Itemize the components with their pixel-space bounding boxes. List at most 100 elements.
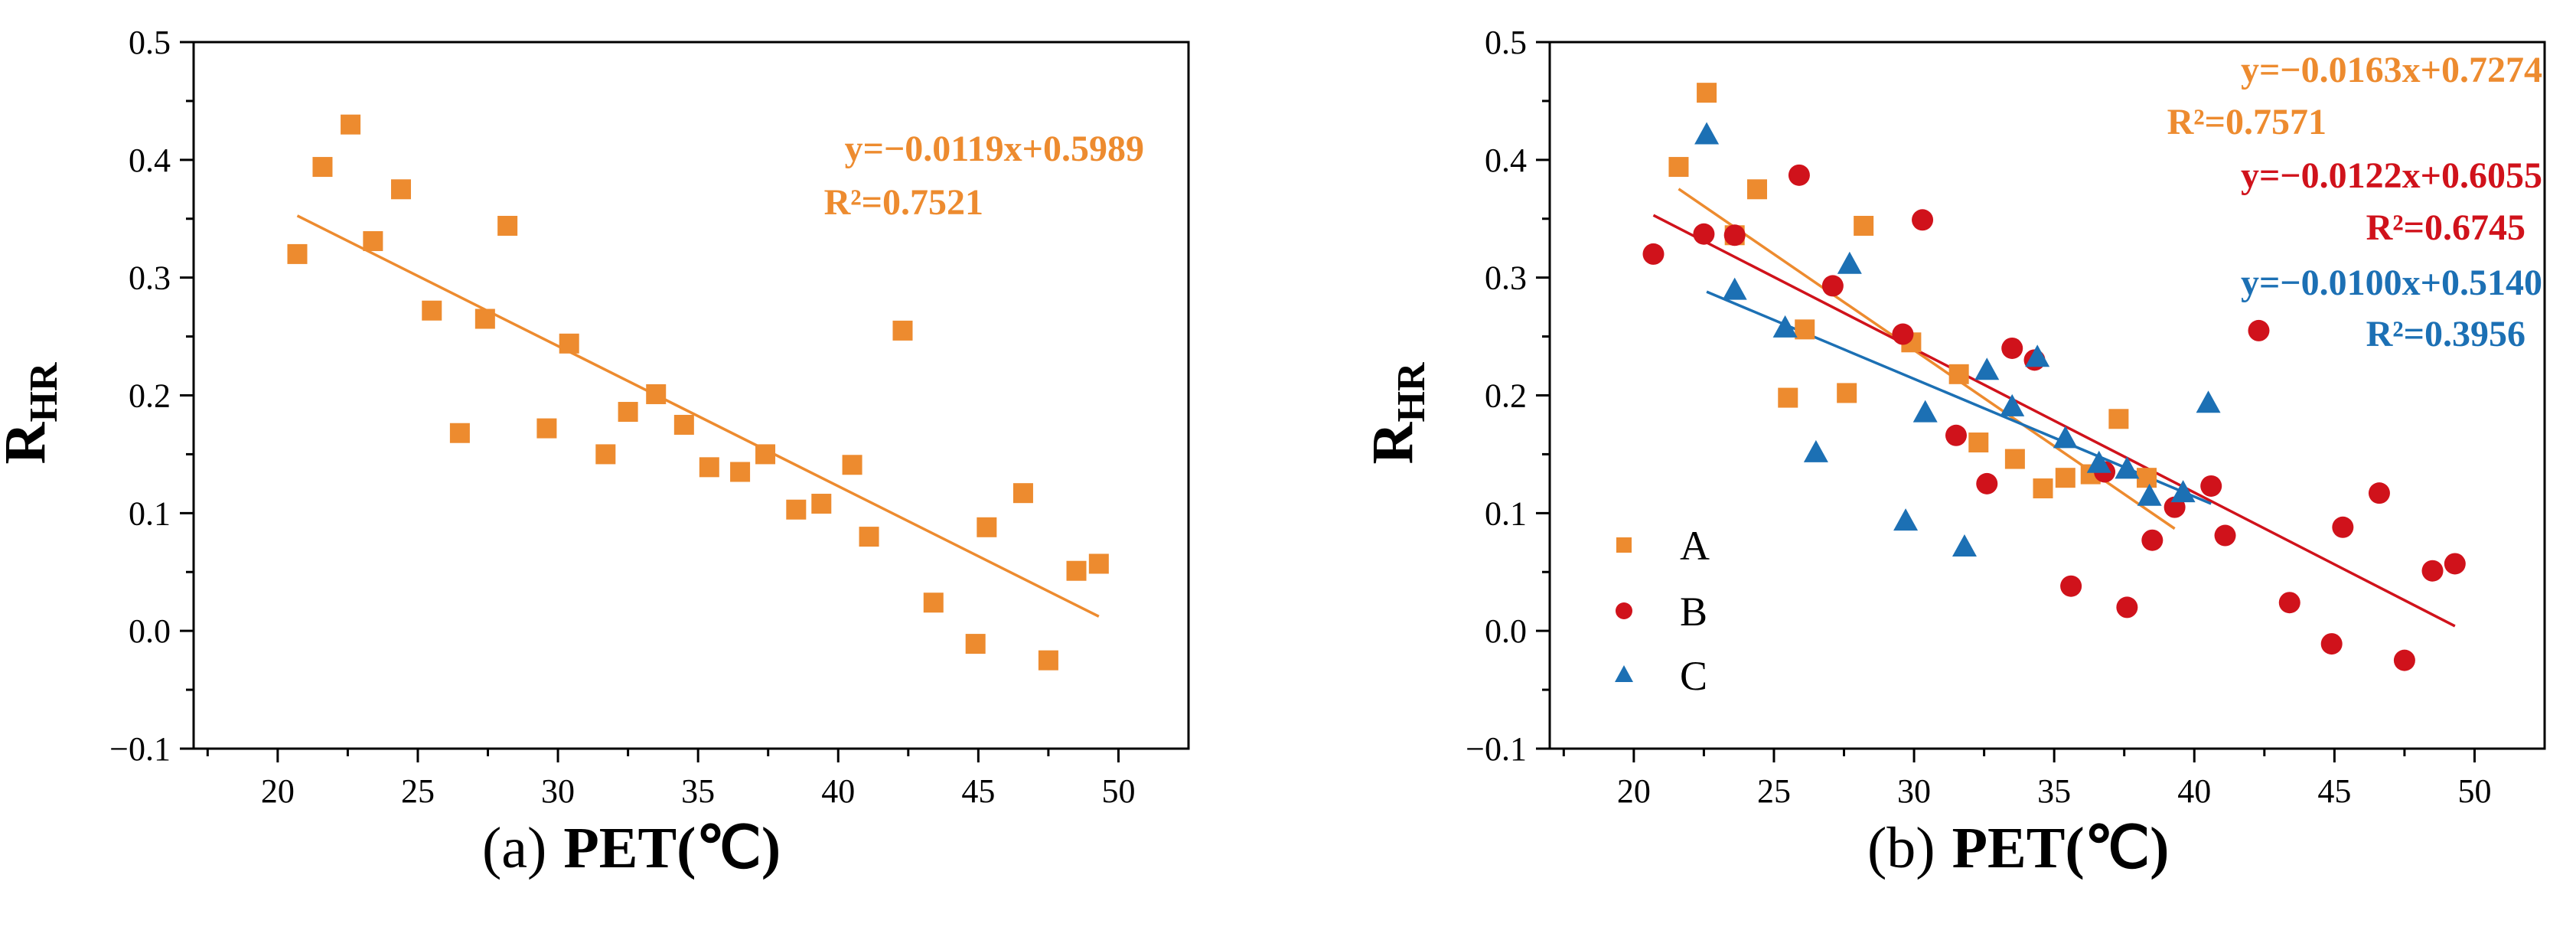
data-point-B [1892, 323, 1914, 345]
data-point-A [1668, 157, 1689, 178]
data-point-B [2368, 482, 2390, 504]
chart-panel-b: 20 25 30 35 40 45 50 −0.1 0.0 0.1 0.2 0.3 0.4 0.5 RHR (… [1361, 24, 2546, 880]
y-axis-label: RHR [0, 361, 66, 464]
data-point-A [2055, 468, 2075, 488]
x-tick-label: 30 [541, 772, 575, 810]
data-point-B [1912, 209, 1934, 231]
data-point-C [2053, 426, 2078, 449]
data-point-C [1952, 534, 1977, 557]
data-point-B [2248, 319, 2270, 341]
panel-caption: (a) [482, 816, 546, 880]
data-point-B [1788, 164, 1810, 186]
plot-frame [1548, 41, 2546, 750]
data-point-C [2196, 390, 2221, 413]
data-point-B [2116, 596, 2138, 619]
y-tick-label: 0.2 [129, 377, 171, 415]
data-point-main [287, 243, 308, 264]
data-point-B [1821, 275, 1844, 297]
data-point-A [2108, 409, 2129, 429]
data-point-B [2320, 633, 2343, 655]
data-point-A [2004, 449, 2025, 469]
data-point-A [2137, 468, 2157, 488]
data-point-main [646, 384, 667, 404]
data-point-A [1778, 387, 1798, 408]
data-point-B [2001, 337, 2023, 359]
y-tick-label: 0.4 [1485, 142, 1527, 179]
x-tick-label: 20 [261, 772, 295, 810]
data-point-C [1772, 315, 1798, 338]
x-tick-label: 40 [821, 772, 855, 810]
data-point-C [2115, 456, 2140, 479]
x-tick-label: 45 [961, 772, 995, 810]
data-point-B [2278, 592, 2300, 614]
regression-annotation: R²=0.6745 [2366, 207, 2525, 248]
regression-annotation: y=−0.0100x+0.5140 [2241, 263, 2542, 303]
data-point-C [1837, 251, 1862, 274]
data-point-B [2214, 524, 2236, 547]
data-point-main [673, 414, 694, 435]
data-point-main [618, 402, 638, 423]
data-point-C [1974, 357, 2000, 380]
x-axis-caption: (a) PET(℃) [482, 816, 781, 880]
y-axis-label-sub: HR [1390, 361, 1433, 422]
data-point-A [1746, 179, 1767, 200]
data-point-C [2025, 344, 2050, 367]
data-point-C [1912, 400, 1938, 423]
data-point-B [2332, 516, 2354, 538]
data-point-main [422, 300, 442, 321]
legend-marker-B [1616, 602, 1632, 619]
data-point-main [1088, 553, 1109, 574]
y-axis-label-main: R [0, 421, 57, 464]
data-point-C [1893, 508, 1919, 531]
y-tick-label: −0.1 [109, 730, 171, 768]
data-point-C [2137, 483, 2162, 506]
data-point-B [2393, 649, 2415, 671]
y-tick-label: 0.0 [1485, 612, 1527, 650]
data-point-A [1697, 83, 1717, 103]
y-tick-label: 0.3 [129, 259, 171, 297]
regression-annotation: y=−0.0163x+0.7274 [2241, 50, 2542, 90]
data-point-C [2000, 393, 2025, 416]
fit-line-B [1652, 214, 2456, 628]
data-point-C [1722, 277, 1747, 300]
data-point-main [699, 457, 719, 478]
data-point-A [1968, 432, 1989, 453]
data-point-C [2086, 450, 2111, 473]
data-point-main [363, 230, 383, 251]
data-point-main [1038, 650, 1058, 671]
y-tick-label: 0.1 [1485, 495, 1527, 532]
y-tick-label: 0.3 [1485, 259, 1527, 297]
y-tick-label: 0.2 [1485, 377, 1527, 415]
regression-annotation: y=−0.0119x+0.5989 [845, 129, 1144, 169]
y-tick-label: 0.5 [129, 24, 171, 61]
legend-label-A: A [1680, 523, 1710, 569]
regression-annotation: y=−0.0122x+0.6055 [2241, 155, 2542, 196]
data-point-B [2444, 553, 2466, 575]
x-tick-label: 35 [2037, 772, 2071, 810]
y-tick-label: 0.0 [129, 612, 171, 650]
x-tick-label: 40 [2177, 772, 2211, 810]
y-axis-label-sub: HR [22, 361, 66, 422]
x-tick-label: 20 [1617, 772, 1651, 810]
data-point-main [595, 444, 616, 465]
data-point-main [842, 455, 862, 475]
data-point-main [892, 320, 913, 341]
data-point-main [977, 517, 997, 537]
data-point-main [474, 308, 495, 329]
legend-label-B: B [1680, 589, 1707, 635]
data-point-main [1066, 560, 1087, 581]
x-tick-label: 30 [1897, 772, 1931, 810]
data-point-B [2060, 575, 2082, 597]
data-point-main [449, 423, 470, 443]
x-axis-label: PET(℃) [563, 816, 781, 880]
data-point-main [341, 114, 361, 135]
data-point-C [1803, 439, 1828, 462]
data-point-main [312, 157, 333, 178]
data-point-A [1854, 215, 1874, 236]
data-point-main [390, 179, 411, 200]
data-point-main [859, 527, 879, 547]
chart-panel-a: 20 25 30 35 40 45 50 −0.1 0.0 0.1 0.2 0.3 0.4 0.5 RHR (… [0, 24, 1190, 880]
y-axis-label: RHR [1361, 361, 1433, 464]
x-tick-label: 45 [2317, 772, 2351, 810]
data-point-main [923, 592, 944, 613]
